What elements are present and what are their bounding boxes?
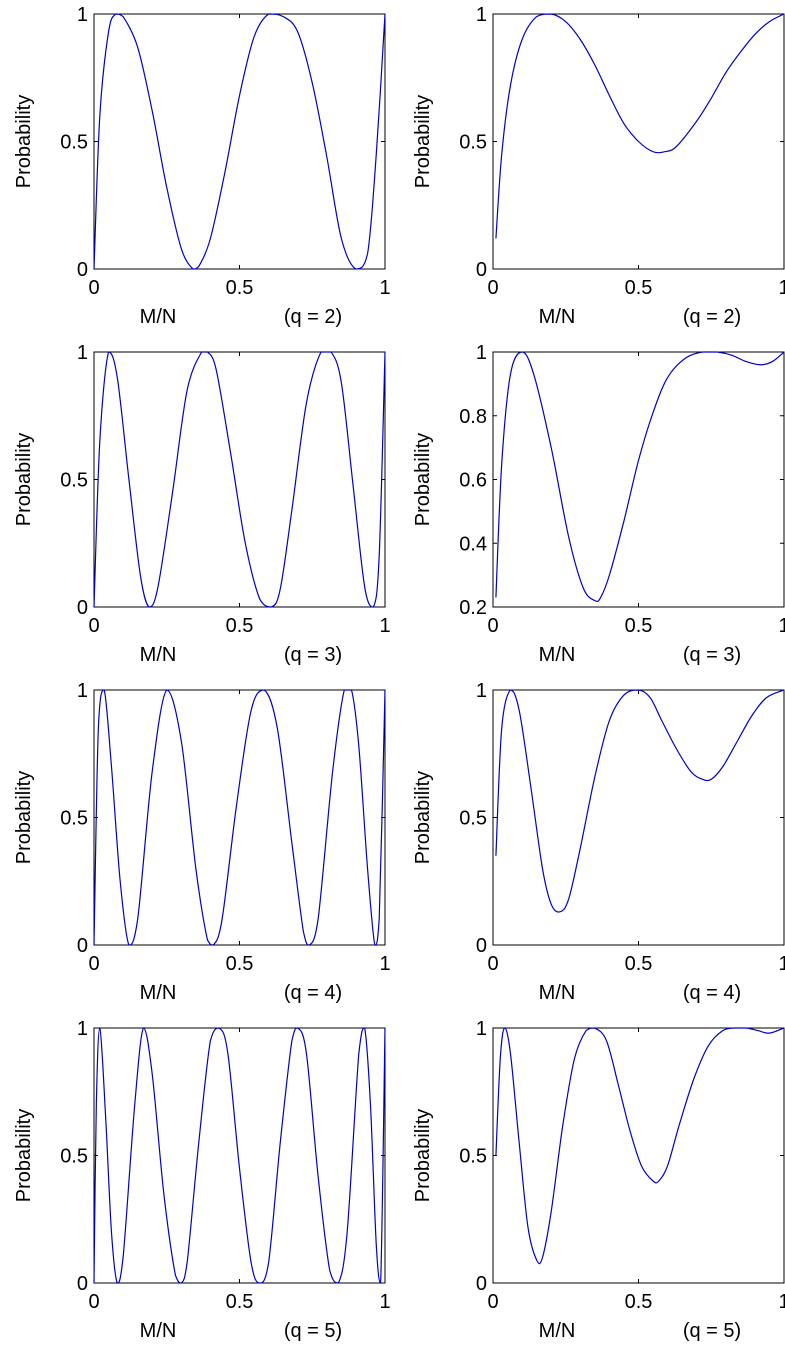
x-tick-label: 0: [88, 615, 99, 637]
x-axis-label: M/N: [140, 982, 177, 1004]
q-annotation: (q = 5): [683, 1320, 741, 1342]
y-tick-label: 0.5: [60, 132, 88, 154]
q-annotation: (q = 3): [683, 644, 741, 666]
x-tick-label: 0: [487, 277, 498, 299]
x-tick-label: 0: [88, 953, 99, 975]
x-tick-label: 1: [379, 615, 390, 637]
q-annotation: (q = 4): [284, 982, 342, 1004]
x-tick-label: 0.5: [625, 953, 653, 975]
x-tick-label: 0.5: [226, 1291, 254, 1313]
q-annotation: (q = 4): [683, 982, 741, 1004]
y-axis-label: Probability: [13, 95, 35, 188]
y-tick-label: 0: [476, 935, 487, 957]
y-tick-label: 1: [476, 342, 487, 364]
y-tick-label: 0.5: [60, 470, 88, 492]
probability-series-line: [495, 689, 785, 913]
x-tick-label: 0.5: [625, 277, 653, 299]
x-axis-label: M/N: [539, 306, 576, 328]
x-tick-label: 1: [778, 277, 785, 299]
probability-series-line: [93, 1027, 386, 1284]
x-tick-label: 0.5: [226, 277, 254, 299]
probability-series-line: [93, 351, 386, 608]
y-tick-label: 0.5: [60, 1146, 88, 1168]
y-tick-label: 1: [77, 4, 88, 26]
x-tick-label: 1: [379, 277, 390, 299]
y-tick-label: 0.4: [459, 533, 487, 555]
y-tick-label: 1: [476, 4, 487, 26]
y-axis-label: Probability: [412, 95, 434, 188]
x-tick-label: 0.5: [226, 615, 254, 637]
chart-panel-3: 0 0.5 1 0 0.5 1 Probability M/N (q = 3): [13, 342, 391, 666]
q-annotation: (q = 2): [683, 306, 741, 328]
x-tick-label: 1: [379, 1291, 390, 1313]
x-tick-label: 0.5: [625, 1291, 653, 1313]
x-axis-label: M/N: [140, 644, 177, 666]
y-tick-label: 0: [77, 1273, 88, 1295]
probability-series-line: [495, 351, 785, 603]
x-axis-label: M/N: [539, 644, 576, 666]
y-axis-label: Probability: [13, 771, 35, 864]
x-tick-label: 0.5: [625, 615, 653, 637]
chart-panel-2: 0 0.5 1 0 0.5 1 Probability M/N (q = 2): [412, 4, 785, 328]
y-tick-label: 0: [476, 259, 487, 281]
chart-panel-7: 0 0.5 1 0 0.5 1 Probability M/N (q = 5): [13, 1018, 391, 1342]
x-axis-label: M/N: [539, 1320, 576, 1342]
y-tick-label: 1: [476, 1018, 487, 1040]
y-tick-label: 0.8: [459, 406, 487, 428]
y-tick-label: 0.5: [459, 132, 487, 154]
x-tick-label: 1: [778, 615, 785, 637]
y-tick-label: 0.6: [459, 470, 487, 492]
y-axis-label: Probability: [412, 1109, 434, 1202]
y-axis-label: Probability: [412, 771, 434, 864]
q-annotation: (q = 3): [284, 644, 342, 666]
probability-series-line: [495, 1027, 785, 1265]
x-tick-label: 0: [88, 1291, 99, 1313]
y-tick-label: 0.5: [60, 808, 88, 830]
y-tick-label: 0: [476, 1273, 487, 1295]
x-axis-label: M/N: [140, 306, 177, 328]
y-tick-label: 0.5: [459, 1146, 487, 1168]
x-axis-label: M/N: [539, 982, 576, 1004]
chart-panel-1: 0 0.5 1 0 0.5 1 Probability M/N (q = 2): [13, 4, 391, 328]
x-tick-label: 0.5: [226, 953, 254, 975]
y-tick-label: 0.5: [459, 808, 487, 830]
y-tick-label: 0: [77, 259, 88, 281]
probability-series-line: [495, 13, 785, 239]
x-tick-label: 1: [778, 1291, 785, 1313]
y-tick-label: 1: [476, 680, 487, 702]
y-axis-label: Probability: [13, 433, 35, 526]
x-tick-label: 1: [778, 953, 785, 975]
probability-series-line: [93, 13, 386, 270]
x-tick-label: 0: [88, 277, 99, 299]
y-tick-label: 1: [77, 342, 88, 364]
chart-panel-6: 0 0.5 1 0 0.5 1 Probability M/N (q = 4): [412, 680, 785, 1004]
y-tick-label: 1: [77, 680, 88, 702]
probability-series-line: [93, 689, 386, 946]
x-tick-label: 1: [379, 953, 390, 975]
y-axis-label: Probability: [412, 433, 434, 526]
q-annotation: (q = 2): [284, 306, 342, 328]
y-tick-label: 0: [77, 597, 88, 619]
x-tick-label: 0: [487, 1291, 498, 1313]
chart-panel-8: 0 0.5 1 0 0.5 1 Probability M/N (q = 5): [412, 1018, 785, 1342]
y-tick-label: 0: [77, 935, 88, 957]
chart-panel-4: 0 0.5 1 0.2 0.4 0.6 0.8 1 Probability M/N (q = 3): [412, 342, 785, 666]
chart-panel-5: 0 0.5 1 0 0.5 1 Probability M/N (q = 4): [13, 680, 391, 1004]
y-tick-label: 0.2: [459, 597, 487, 619]
q-annotation: (q = 5): [284, 1320, 342, 1342]
y-tick-label: 1: [77, 1018, 88, 1040]
x-tick-label: 0: [487, 953, 498, 975]
y-axis-label: Probability: [13, 1109, 35, 1202]
x-axis-label: M/N: [140, 1320, 177, 1342]
x-tick-label: 0: [487, 615, 498, 637]
